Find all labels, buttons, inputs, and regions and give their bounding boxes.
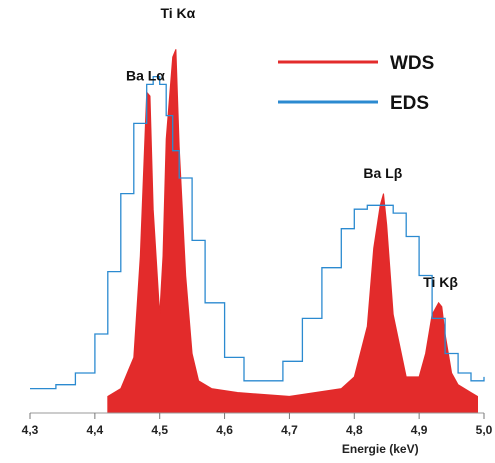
peak-annotations: Ba Lα Ti Kα Ba Lβ Ti Kβ — [126, 5, 458, 290]
x-tick-label: 5,0 — [476, 423, 493, 437]
eds-spectrum — [30, 75, 485, 390]
peak-label: Ti Kβ — [423, 274, 458, 290]
x-tick-label: 4,3 — [22, 423, 39, 437]
peak-label: Ti Kα — [160, 5, 195, 21]
x-tick-label: 4,7 — [281, 423, 298, 437]
x-tick-label: 4,8 — [346, 423, 363, 437]
legend-label-wds: WDS — [390, 53, 434, 74]
wds-spectrum — [107, 49, 479, 413]
x-tick-label: 4,4 — [87, 423, 104, 437]
x-tick-label: 4,9 — [411, 423, 428, 437]
x-tick-label: 4,5 — [151, 423, 168, 437]
legend: WDS EDS — [278, 53, 434, 114]
peak-label: Ba Lβ — [363, 165, 402, 181]
x-tick-label: 4,6 — [216, 423, 233, 437]
x-axis-ticks: 4,3 4,4 4,5 4,6 4,7 4,8 4,9 5,0 — [22, 413, 493, 437]
peak-label: Ba Lα — [126, 67, 165, 83]
legend-label-eds: EDS — [390, 93, 429, 114]
series-layer — [30, 49, 485, 413]
x-axis-label: Energie (keV) — [342, 442, 419, 456]
